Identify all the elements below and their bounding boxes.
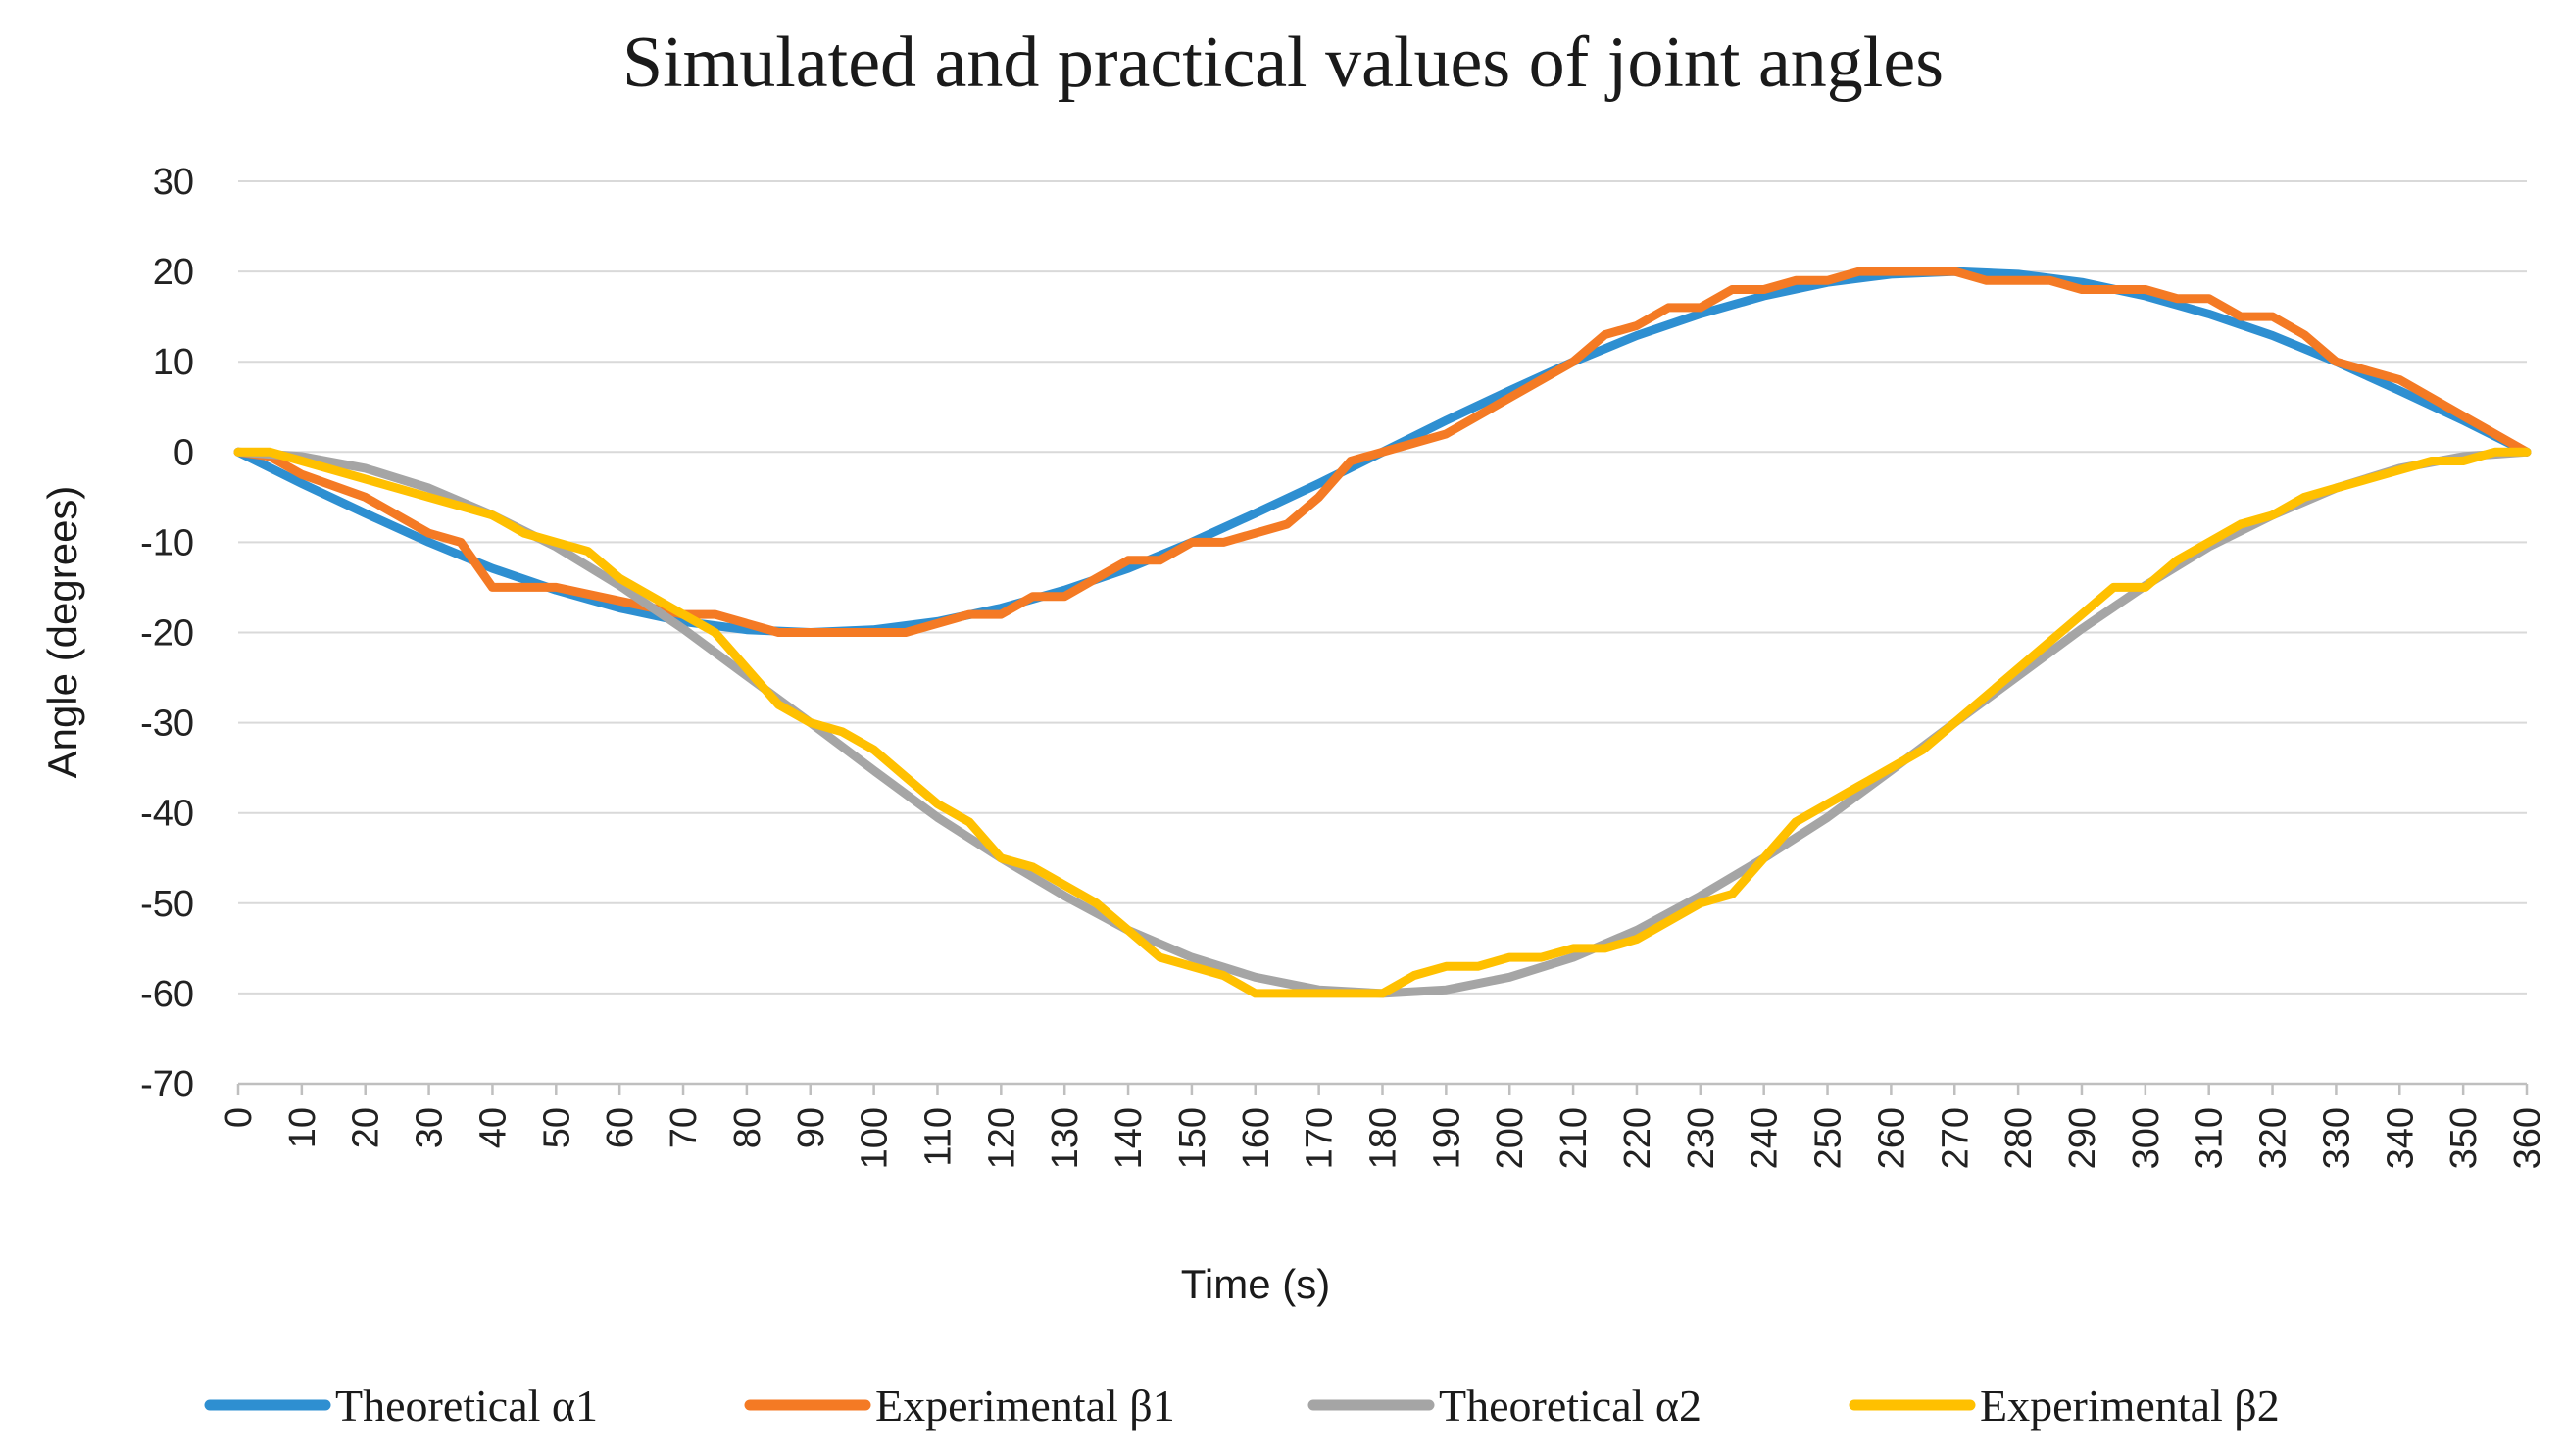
x-tick-label: 50 bbox=[536, 1107, 577, 1148]
x-tick-label: 30 bbox=[410, 1107, 451, 1148]
x-tick-label: 220 bbox=[1617, 1107, 1658, 1169]
legend-item: Experimental β1 bbox=[744, 1381, 1175, 1431]
y-tick-label: -10 bbox=[140, 522, 194, 563]
x-tick-label: 330 bbox=[2316, 1107, 2357, 1169]
x-tick-label: 100 bbox=[855, 1107, 896, 1169]
y-tick-label: -60 bbox=[140, 974, 194, 1015]
legend-item: Experimental β2 bbox=[1849, 1381, 2280, 1431]
legend-item: Theoretical α1 bbox=[204, 1381, 598, 1431]
x-tick-label: 110 bbox=[917, 1107, 959, 1167]
x-tick-label: 180 bbox=[1363, 1107, 1405, 1169]
y-tick-label: 20 bbox=[153, 252, 194, 293]
x-tick-label: 0 bbox=[219, 1107, 260, 1128]
x-tick-label: 90 bbox=[791, 1107, 832, 1148]
legend-item: Theoretical α2 bbox=[1307, 1381, 1702, 1431]
x-tick-label: 120 bbox=[981, 1107, 1022, 1169]
legend-label: Experimental β2 bbox=[1980, 1381, 2280, 1431]
x-tick-label: 300 bbox=[2126, 1107, 2167, 1169]
x-tick-label: 320 bbox=[2253, 1107, 2294, 1169]
x-tick-label: 310 bbox=[2190, 1107, 2231, 1169]
series-lines bbox=[233, 267, 2532, 998]
gridlines bbox=[238, 180, 2527, 1086]
x-tick-label: 350 bbox=[2443, 1107, 2485, 1169]
x-tick-label: 290 bbox=[2062, 1107, 2103, 1169]
x-tick-label: 140 bbox=[1109, 1107, 1150, 1169]
x-axis-ticks: 0 10 20 30 40 50 60 70 80 90 100 110 120 130 140 150 160… bbox=[219, 1084, 2548, 1169]
y-axis-label: Angle (degrees) bbox=[39, 486, 85, 779]
x-tick-label: 130 bbox=[1045, 1107, 1086, 1169]
x-tick-label: 80 bbox=[727, 1107, 768, 1148]
x-tick-label: 190 bbox=[1426, 1107, 1467, 1169]
y-tick-label: -40 bbox=[140, 794, 194, 835]
x-tick-label: 160 bbox=[1236, 1107, 1277, 1169]
legend: Theoretical α1 Experimental β1 Theoretical… bbox=[204, 1381, 2280, 1431]
y-tick-label: -50 bbox=[140, 884, 194, 925]
x-tick-label: 200 bbox=[1490, 1107, 1531, 1169]
legend-label: Theoretical α1 bbox=[335, 1381, 598, 1431]
x-tick-label: 170 bbox=[1300, 1107, 1341, 1169]
y-tick-label: -70 bbox=[140, 1064, 194, 1105]
y-tick-label: 0 bbox=[173, 432, 194, 473]
x-tick-label: 60 bbox=[600, 1107, 641, 1148]
x-tick-label: 250 bbox=[1808, 1107, 1850, 1169]
y-tick-label: -20 bbox=[140, 613, 194, 655]
x-tick-label: 260 bbox=[1871, 1107, 1912, 1169]
series-line-4 bbox=[233, 447, 2532, 998]
y-tick-label: -30 bbox=[140, 704, 194, 745]
x-tick-label: 280 bbox=[1998, 1107, 2040, 1169]
x-tick-label: 270 bbox=[1935, 1107, 1976, 1169]
x-axis-label: Time (s) bbox=[1181, 1261, 1330, 1307]
x-tick-label: 10 bbox=[282, 1107, 323, 1148]
legend-label: Experimental β1 bbox=[875, 1381, 1175, 1431]
x-tick-label: 70 bbox=[664, 1107, 705, 1148]
y-axis-ticks: 30 20 10 0 -10 -20 -30 -40 -50 -60 -70 bbox=[140, 162, 194, 1105]
x-tick-label: 210 bbox=[1554, 1107, 1595, 1169]
x-tick-label: 150 bbox=[1172, 1107, 1213, 1169]
x-tick-label: 230 bbox=[1681, 1107, 1722, 1169]
x-tick-label: 20 bbox=[346, 1107, 387, 1148]
y-tick-label: 10 bbox=[153, 342, 194, 383]
series-line-2 bbox=[233, 267, 2532, 637]
x-tick-label: 40 bbox=[472, 1107, 514, 1148]
y-tick-label: 30 bbox=[153, 162, 194, 203]
chart-title: Simulated and practical values of joint … bbox=[622, 23, 1944, 103]
x-tick-label: 360 bbox=[2507, 1107, 2548, 1169]
x-tick-label: 340 bbox=[2380, 1107, 2421, 1169]
legend-label: Theoretical α2 bbox=[1439, 1381, 1702, 1431]
x-tick-label: 240 bbox=[1745, 1107, 1786, 1169]
